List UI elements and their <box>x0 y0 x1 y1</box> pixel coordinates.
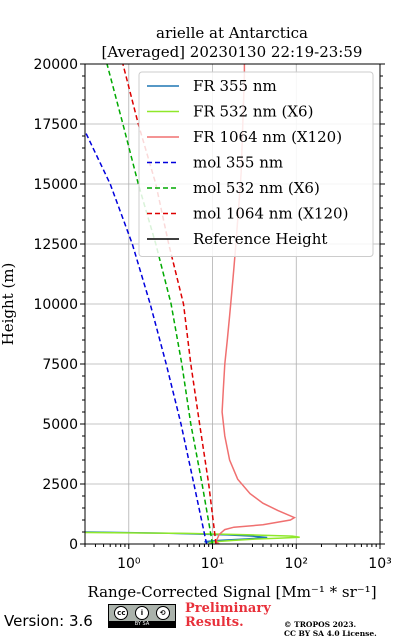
y-axis-label: Height (m) <box>0 263 17 346</box>
y-tick-label: 5000 <box>42 417 78 433</box>
legend: FR 355 nm FR 532 nm (X6) FR 1064 nm (X120)… <box>138 71 374 257</box>
chart-title: arielle at Antarctica <box>156 24 308 42</box>
legend-label: FR 1064 nm (X120) <box>193 128 342 146</box>
y-tick-label: 17500 <box>33 117 78 133</box>
legend-label: Reference Height <box>193 230 327 248</box>
y-tick-label: 0 <box>69 537 78 553</box>
version-label: Version: 3.6 <box>4 612 93 630</box>
series-group <box>84 63 300 545</box>
x-tick-label: 10³ <box>368 556 391 572</box>
legend-label: mol 355 nm <box>193 154 283 172</box>
series-line-3 <box>84 130 208 545</box>
copyright-line-1: © TROPOS 2023. <box>284 620 357 629</box>
legend-label: FR 355 nm <box>193 77 277 95</box>
legend-label: mol 532 nm (X6) <box>193 179 320 197</box>
copyright-line-2: CC BY SA 4.0 License. <box>284 629 377 638</box>
y-tick-label: 12500 <box>33 237 78 253</box>
cc-license-badge[interactable]: cc i ⟲ BY SA <box>108 604 176 628</box>
preliminary-results-label: Preliminary Results. <box>185 601 271 630</box>
legend-label: FR 532 nm (X6) <box>193 103 313 121</box>
chart-subtitle: [Averaged] 20230130 22:19-23:59 <box>102 43 363 61</box>
cc-icon: cc <box>114 606 129 620</box>
x-tick-label: 10¹ <box>201 556 224 572</box>
series-line-4 <box>106 63 214 545</box>
y-tick-label: 7500 <box>42 357 78 373</box>
chart: arielle at Antarctica [Averaged] 2023013… <box>0 24 392 600</box>
by-icon: i <box>134 606 149 620</box>
x-axis-label: Range-Corrected Signal [Mm⁻¹ * sr⁻¹] <box>87 583 376 600</box>
sa-icon: ⟲ <box>155 606 170 620</box>
series-line-5 <box>122 63 217 545</box>
cc-license-badge-text: BY SA <box>109 621 175 627</box>
copyright-text: © TROPOS 2023. CC BY SA 4.0 License. <box>284 620 377 638</box>
y-tick-label: 10000 <box>33 297 78 313</box>
x-tick-label: 10⁰ <box>117 556 141 572</box>
y-tick-label: 15000 <box>33 177 78 193</box>
legend-label: mol 1064 nm (X120) <box>193 205 348 223</box>
series-line-1 <box>84 531 300 544</box>
axis-ticks: 0 2500 5000 7500 10000 12500 15000 17500 20000 10… <box>33 57 391 572</box>
y-tick-label: 20000 <box>33 57 78 73</box>
legend-box <box>138 71 374 257</box>
x-tick-label: 10² <box>285 556 308 572</box>
y-tick-label: 2500 <box>42 477 78 493</box>
